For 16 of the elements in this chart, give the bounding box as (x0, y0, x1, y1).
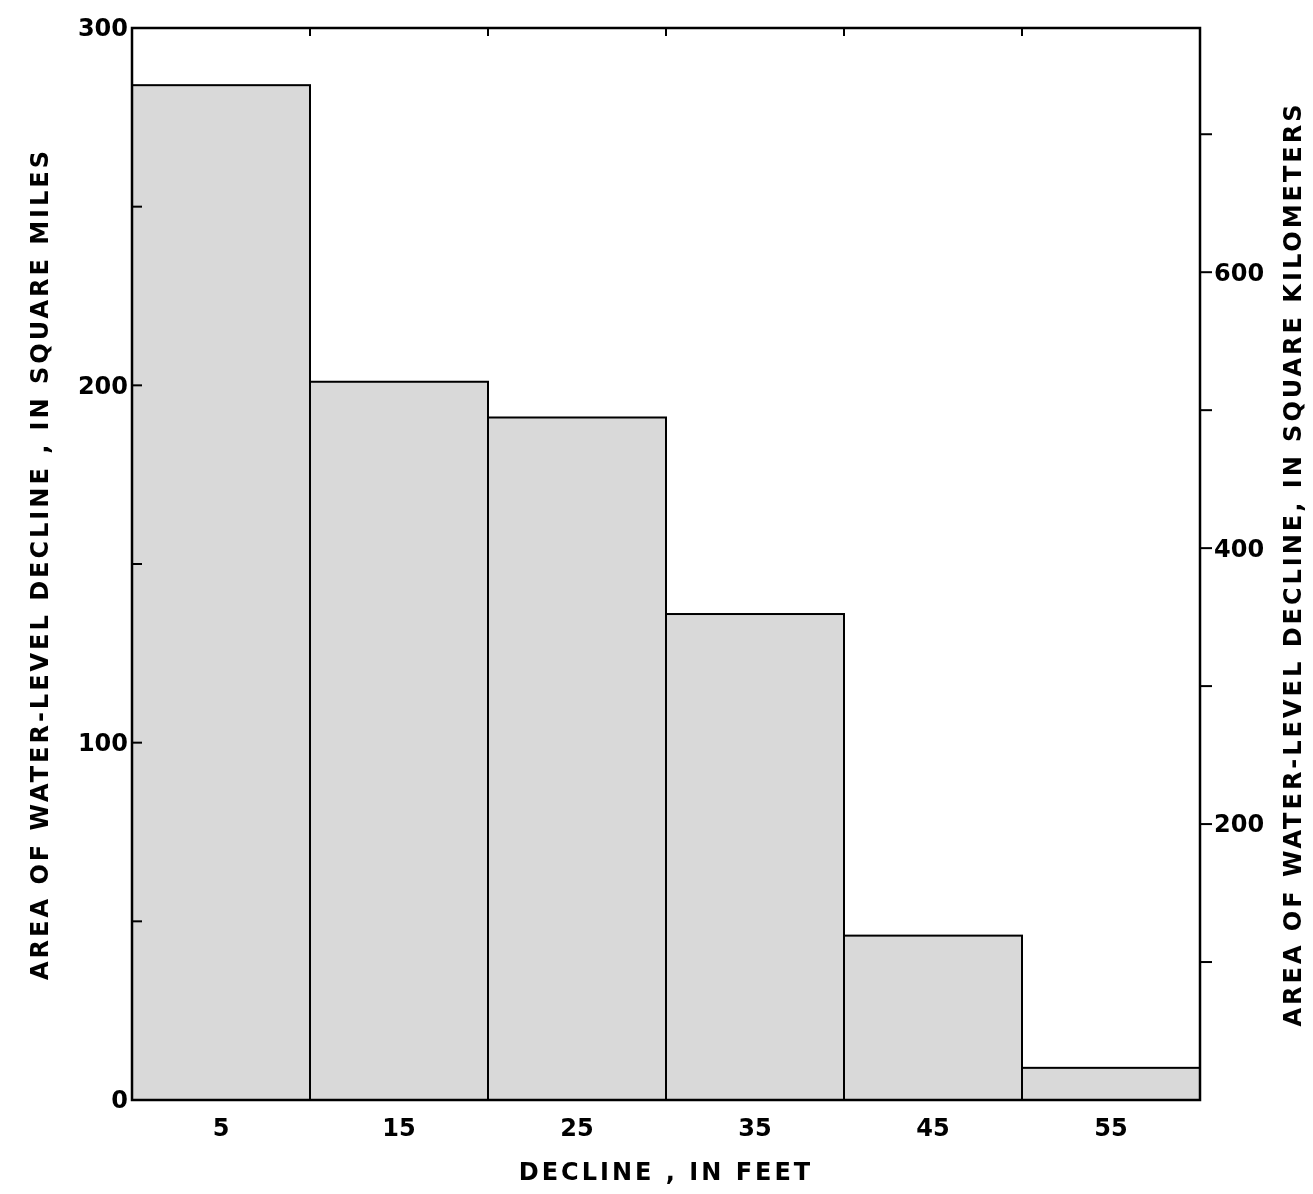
x-tick-label: 55 (1094, 1114, 1128, 1142)
x-tick-label: 25 (560, 1114, 594, 1142)
y-tick-label: 0 (111, 1086, 128, 1115)
x-tick-label: 5 (212, 1114, 230, 1142)
y2-tick-label: 400 (1214, 534, 1265, 563)
y-axis-title: AREA OF WATER-LEVEL DECLINE , IN SQUARE MILES (26, 147, 54, 981)
y-tick-label: 200 (77, 371, 128, 400)
x-tick-label: 15 (382, 1114, 416, 1142)
y2-tick-label: 600 (1214, 258, 1265, 287)
y2-tick-label: 200 (1214, 810, 1265, 839)
y-tick-label: 100 (77, 729, 128, 758)
x-tick-label: 35 (738, 1114, 772, 1142)
y-tick-label: 300 (77, 14, 128, 43)
x-tick-label: 45 (916, 1114, 950, 1142)
y2-axis-title: AREA OF WATER-LEVEL DECLINE, IN SQUARE KILOMETERS (1279, 101, 1307, 1027)
x-axis-title: DECLINE , IN FEET (518, 1158, 814, 1186)
